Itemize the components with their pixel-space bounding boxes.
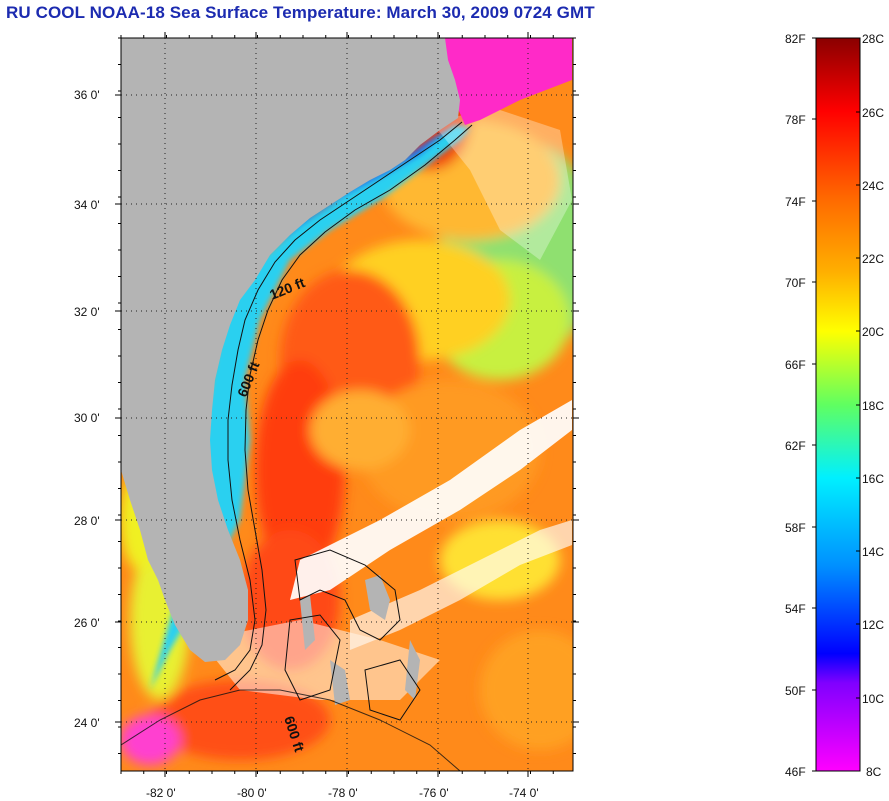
cbar-c-20: 20C: [862, 325, 884, 339]
colorbar-ticks: [812, 37, 860, 772]
cbar-f-66: 66F: [785, 358, 806, 372]
cbar-c-28: 28C: [862, 32, 884, 46]
lat-label-24: 24 0': [74, 716, 100, 730]
cbar-f-50: 50F: [785, 684, 806, 698]
graticule: [121, 38, 573, 771]
cbar-f-70: 70F: [785, 276, 806, 290]
lon-label-82: -82 0': [146, 786, 176, 800]
cbar-c-8: 8C: [866, 765, 882, 779]
contour-600ft: [229, 124, 473, 691]
cbar-f-62: 62F: [785, 439, 806, 453]
page-title: RU COOL NOAA-18 Sea Surface Temperature:…: [6, 3, 595, 22]
cbar-c-14: 14C: [862, 545, 884, 559]
lat-label-32: 32 0': [74, 305, 100, 319]
cbar-f-46: 46F: [785, 765, 806, 779]
cbar-f-78: 78F: [785, 113, 806, 127]
contour-bahamas: [284, 549, 421, 721]
cbar-c-16: 16C: [862, 472, 884, 486]
axis-ticks: [115, 32, 579, 777]
cbar-c-24: 24C: [862, 179, 884, 193]
lat-label-28: 28 0': [74, 514, 100, 528]
lat-label-30: 30 0': [74, 411, 100, 425]
lat-label-26: 26 0': [74, 616, 100, 630]
cold-pool: [440, 38, 572, 125]
cbar-c-26: 26C: [862, 106, 884, 120]
land-mainland: [121, 38, 460, 662]
clouds: [200, 110, 572, 700]
lat-label-34: 34 0': [74, 198, 100, 212]
cbar-c-22: 22C: [862, 252, 884, 266]
lon-label-78: -78 0': [328, 786, 358, 800]
cbar-f-82: 82F: [785, 32, 806, 46]
colorbar-gradient: [815, 37, 861, 772]
lon-label-76: -76 0': [419, 786, 449, 800]
contour-120ft: [214, 121, 463, 681]
cbar-c-10: 10C: [862, 692, 884, 706]
cbar-f-54: 54F: [785, 602, 806, 616]
lon-label-80: -80 0': [237, 786, 267, 800]
cbar-c-12: 12C: [862, 618, 884, 632]
lon-label-74: -74 0': [509, 786, 539, 800]
cbar-f-58: 58F: [785, 521, 806, 535]
lat-label-36: 36 0': [74, 88, 100, 102]
contour-keys: [121, 689, 461, 771]
cbar-f-74: 74F: [785, 195, 806, 209]
cbar-c-18: 18C: [862, 399, 884, 413]
